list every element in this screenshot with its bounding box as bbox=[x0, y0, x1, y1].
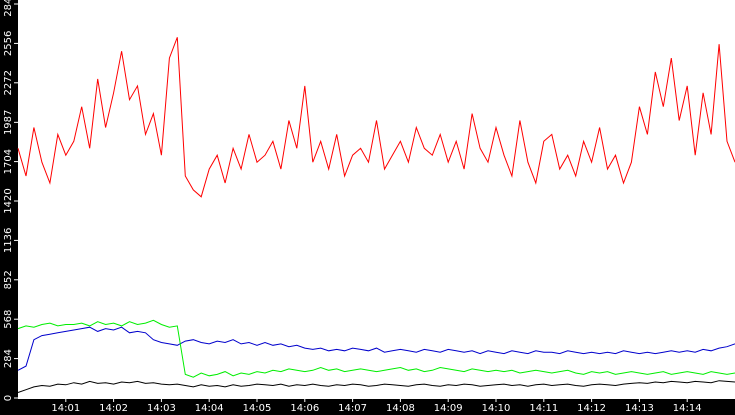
x-tick-label: 14:13 bbox=[625, 403, 654, 414]
x-tick-label: 14:11 bbox=[529, 403, 558, 414]
x-tick-label: 14:06 bbox=[290, 403, 319, 414]
y-tick-label: 2840 bbox=[3, 0, 14, 17]
x-tick-label: 14:02 bbox=[99, 403, 128, 414]
series-line bbox=[17, 326, 735, 371]
y-tick-label: 1420 bbox=[3, 188, 14, 213]
x-tick-label: 14:09 bbox=[434, 403, 463, 414]
x-tick-label: 14:10 bbox=[482, 403, 511, 414]
x-tick-label: 14:14 bbox=[673, 403, 702, 414]
x-axis-strip bbox=[0, 399, 735, 415]
series-line bbox=[17, 37, 735, 198]
x-tick-label: 14:01 bbox=[51, 403, 80, 414]
y-tick-label: 284 bbox=[3, 349, 14, 368]
y-tick-label: 568 bbox=[3, 310, 14, 329]
y-tick-label: 1136 bbox=[3, 228, 14, 253]
x-tick-label: 14:08 bbox=[386, 403, 415, 414]
y-tick-label: 2556 bbox=[3, 31, 14, 56]
y-axis-strip bbox=[0, 0, 18, 415]
y-tick-label: 1704 bbox=[3, 149, 14, 174]
x-tick-label: 14:07 bbox=[338, 403, 367, 414]
y-tick-label: 1987 bbox=[3, 110, 14, 135]
series-line bbox=[17, 380, 735, 393]
y-tick-label: 0 bbox=[3, 395, 14, 401]
x-tick-label: 14:05 bbox=[243, 403, 272, 414]
x-tick-label: 14:12 bbox=[577, 403, 606, 414]
x-tick-label: 14:04 bbox=[195, 403, 224, 414]
y-tick-label: 2272 bbox=[3, 70, 14, 95]
y-tick-label: 852 bbox=[3, 270, 14, 289]
series-line bbox=[17, 319, 735, 378]
x-tick-label: 14:03 bbox=[147, 403, 176, 414]
